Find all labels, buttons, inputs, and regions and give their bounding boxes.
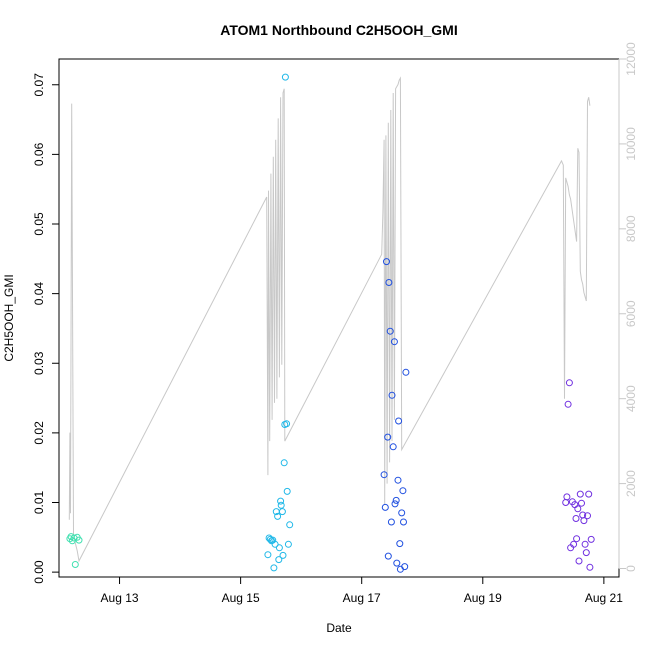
right-y-tick-label: 2000: [624, 470, 638, 497]
x-axis: Aug 13 Aug 15 Aug 17 Aug 19 Aug 21: [101, 576, 623, 605]
right-y-tick-label: 6000: [624, 300, 638, 327]
y-tick-label: 0.07: [32, 73, 46, 97]
data-point: [277, 501, 285, 509]
data-point: [270, 564, 278, 572]
data-point: [396, 540, 404, 548]
series-4: [562, 379, 595, 571]
x-tick-label: Aug 15: [222, 591, 260, 605]
data-point: [570, 540, 578, 548]
data-point: [386, 327, 394, 335]
data-point: [584, 512, 591, 520]
right-y-tick-label: 12000: [624, 42, 638, 76]
y-tick-label: 0.02: [32, 421, 46, 445]
data-point: [565, 379, 573, 387]
x-tick-label: Aug 17: [343, 591, 381, 605]
data-point: [572, 515, 580, 522]
data-point: [401, 563, 409, 571]
series-1: [66, 533, 83, 568]
data-point: [278, 508, 286, 516]
data-point: [576, 490, 584, 498]
data-point: [392, 496, 400, 504]
data-point: [286, 521, 294, 529]
altitude-line: [68, 76, 591, 563]
data-point: [275, 556, 283, 564]
y-tick-label: 0.03: [32, 351, 46, 375]
data-point: [280, 459, 288, 467]
data-point: [384, 552, 392, 560]
x-tick-label: Aug 19: [464, 591, 502, 605]
data-point: [402, 368, 410, 376]
data-point: [580, 517, 588, 525]
data-point: [393, 559, 401, 567]
data-point: [284, 540, 292, 548]
data-point: [390, 338, 398, 346]
data-point: [75, 536, 83, 544]
x-axis-title: Date: [326, 621, 352, 635]
data-point: [274, 512, 282, 520]
data-point: [388, 391, 396, 399]
data-point: [281, 73, 289, 81]
data-point: [277, 497, 285, 505]
data-point: [391, 500, 399, 508]
data-point: [563, 493, 571, 501]
right-y-tick-label: 0: [624, 565, 638, 572]
data-point: [398, 509, 406, 517]
data-point: [387, 518, 395, 526]
data-point: [385, 279, 393, 286]
y-tick-label: 0.01: [32, 490, 46, 514]
right-y-tick-label: 8000: [624, 215, 638, 242]
data-point: [279, 551, 287, 559]
data-point: [283, 487, 291, 495]
data-point: [389, 443, 397, 451]
data-point: [573, 535, 581, 543]
data-point: [395, 417, 403, 425]
data-point: [562, 499, 570, 506]
right-y-tick-label: 10000: [624, 127, 638, 161]
y-tick-label: 0.05: [32, 212, 46, 236]
x-tick-label: Aug 13: [101, 591, 139, 605]
data-point: [575, 557, 583, 565]
chart-title: ATOM1 Northbound C2H5OOH_GMI: [220, 22, 457, 38]
y-tick-label: 0.04: [32, 282, 46, 306]
data-points-layer: [66, 73, 595, 573]
data-point: [283, 420, 291, 428]
y-axis: 0.00 0.01 0.02 0.03 0.04 0.05 0.06 0.07: [32, 73, 60, 584]
series-3: [380, 258, 410, 573]
x-tick-label: Aug 21: [585, 591, 623, 605]
data-point: [564, 400, 572, 408]
y-tick-label: 0.00: [32, 560, 46, 584]
y-axis-title: C2H5OOH_GMI: [2, 274, 16, 361]
data-point: [264, 551, 272, 559]
data-point: [574, 505, 582, 513]
data-point: [585, 490, 593, 498]
data-point: [71, 561, 79, 568]
right-y-axis: 0 2000 4000 6000 8000 10000 12000: [618, 42, 638, 572]
data-point: [582, 549, 590, 557]
data-point: [380, 471, 388, 479]
data-point: [578, 499, 585, 507]
plot-box: [58, 58, 620, 578]
data-point: [271, 540, 279, 548]
data-point: [383, 258, 390, 266]
y-tick-label: 0.06: [32, 142, 46, 166]
series-2: [264, 73, 294, 572]
data-point: [268, 537, 275, 545]
data-point: [587, 535, 595, 543]
data-point: [275, 544, 283, 552]
right-y-tick-label: 4000: [624, 385, 638, 412]
data-point: [581, 540, 589, 548]
data-point: [586, 563, 594, 571]
data-point: [384, 433, 392, 441]
data-point: [394, 476, 402, 484]
altitude-line-layer: [68, 76, 591, 563]
data-point: [399, 487, 407, 495]
data-point: [381, 503, 389, 511]
data-point: [400, 518, 407, 526]
